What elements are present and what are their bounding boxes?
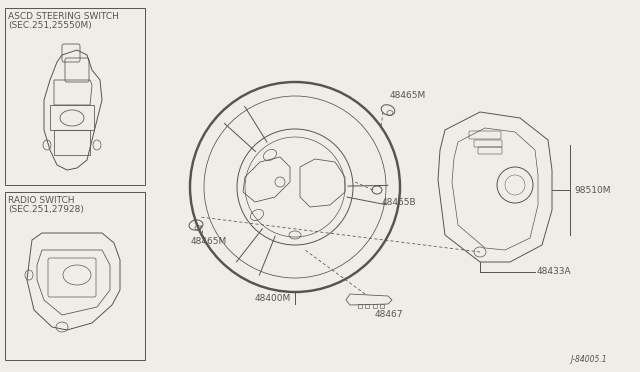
Bar (365, 304, 369, 308)
Bar (5, 192, 145, 360)
Text: (SEC.251,27928): (SEC.251,27928) (8, 205, 84, 214)
Text: 48400M: 48400M (255, 294, 291, 303)
Text: ASCD STEERING SWITCH: ASCD STEERING SWITCH (8, 12, 119, 21)
Bar (373, 304, 377, 308)
Bar (380, 304, 384, 308)
Text: 48467: 48467 (375, 310, 403, 319)
Text: 98510M: 98510M (574, 186, 611, 195)
Text: 48465M: 48465M (191, 237, 227, 246)
Text: J-84005.1: J-84005.1 (570, 355, 607, 364)
Text: (SEC.251,25550M): (SEC.251,25550M) (8, 21, 92, 30)
Text: 48465B: 48465B (382, 198, 417, 207)
Text: 48433A: 48433A (537, 267, 572, 276)
Bar (358, 304, 362, 308)
Bar (5, 8, 145, 185)
Text: 48465M: 48465M (390, 91, 426, 100)
Text: RADIO SWITCH: RADIO SWITCH (8, 196, 74, 205)
